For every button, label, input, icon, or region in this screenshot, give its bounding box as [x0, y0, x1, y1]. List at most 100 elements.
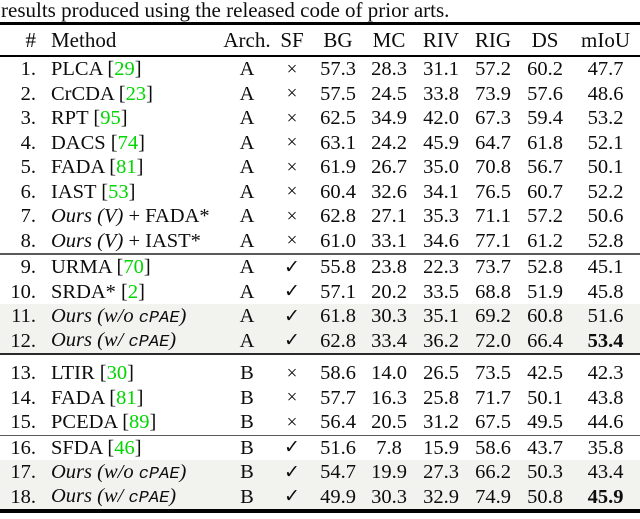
- citation-link[interactable]: 46: [114, 436, 135, 459]
- checkmark-icon: ✓: [284, 281, 300, 303]
- ds-value: 60.8: [527, 305, 563, 327]
- citation-link[interactable]: 23: [125, 82, 147, 105]
- rig-value: 73.5: [475, 362, 511, 384]
- bg-value: 62.8: [320, 205, 356, 227]
- riv-value: 35.1: [423, 305, 459, 327]
- riv-value: 34.1: [423, 180, 459, 203]
- citation-link[interactable]: 95: [100, 107, 121, 129]
- mc-value: 16.3: [371, 386, 407, 409]
- row-number: 2.: [20, 82, 36, 105]
- table-row: 8. Ours (V) + IAST* A × 61.0 33.1 34.6 7…: [0, 229, 640, 254]
- citation-link[interactable]: 70: [123, 256, 144, 278]
- cross-icon: ×: [286, 205, 298, 227]
- mc-value: 33.1: [371, 229, 407, 252]
- row-number: 15.: [10, 411, 36, 433]
- riv-value: 15.9: [423, 436, 459, 459]
- section-rule-3: [0, 434, 640, 436]
- citation-link[interactable]: 53: [108, 180, 129, 203]
- row-number: 7.: [20, 205, 36, 227]
- table-row: 1. PLCA [29] A × 57.3 28.3 31.1 57.2 60.…: [0, 57, 640, 82]
- mc-value: 23.8: [371, 256, 407, 278]
- bg-value: 61.9: [320, 156, 356, 178]
- riv-value: 45.9: [423, 131, 459, 154]
- miou-value: 45.9: [587, 485, 624, 508]
- checkmark-icon: ✓: [284, 486, 300, 508]
- miou-value: 48.6: [587, 82, 624, 105]
- bg-value: 60.4: [320, 180, 356, 203]
- citation-link[interactable]: 30: [106, 362, 128, 384]
- cross-icon: ×: [286, 83, 298, 105]
- method-text: Ours (w/o: [51, 304, 139, 327]
- method-text: PLCA [: [51, 58, 115, 80]
- mc-value: 14.0: [371, 362, 407, 384]
- row-number: 4.: [20, 131, 36, 154]
- rig-value: 67.3: [475, 107, 511, 129]
- method-text: ): [179, 304, 187, 327]
- citation-link[interactable]: 89: [129, 411, 150, 433]
- top-rule: [0, 22, 640, 25]
- ds-value: 52.8: [527, 256, 563, 278]
- mc-value: 30.3: [371, 485, 407, 508]
- col-header-sf: SF: [280, 27, 304, 52]
- riv-value: 35.3: [423, 205, 459, 227]
- method-text: PCEDA [: [51, 411, 130, 433]
- rig-value: 57.2: [475, 58, 511, 80]
- citation-link[interactable]: 2: [127, 280, 139, 303]
- cross-icon: ×: [286, 411, 298, 433]
- riv-value: 26.5: [423, 362, 459, 384]
- rig-value: 73.9: [475, 82, 511, 105]
- ds-value: 61.2: [527, 229, 563, 252]
- method-name: PCEDA [89]: [38, 412, 223, 433]
- cross-icon: ×: [286, 156, 298, 178]
- miou-value: 35.8: [587, 436, 624, 459]
- rig-value: 64.7: [475, 131, 511, 154]
- ds-value: 59.4: [527, 107, 563, 129]
- arch-value: B: [240, 485, 254, 508]
- miou-value: 52.2: [587, 180, 624, 203]
- rig-value: 77.1: [475, 229, 511, 252]
- citation-link[interactable]: 74: [117, 131, 139, 154]
- miou-value: 42.3: [587, 362, 624, 384]
- method-text: RPT [: [51, 107, 101, 129]
- ds-value: 50.1: [527, 386, 563, 409]
- arch-value: A: [239, 305, 255, 327]
- rig-value: 73.7: [475, 256, 511, 278]
- method-name: CrCDA [23]: [38, 82, 223, 105]
- table-row: 15. PCEDA [89] B × 56.4 20.5 31.2 67.5 4…: [0, 410, 640, 435]
- table-row: 4. DACS [74] A × 63.1 24.2 45.9 64.7 61.…: [0, 131, 640, 156]
- row-number: 13.: [10, 362, 36, 384]
- header-rule: [0, 55, 640, 57]
- bg-value: 63.1: [320, 131, 356, 154]
- row-number: 18.: [10, 485, 36, 508]
- arch-value: B: [240, 411, 254, 433]
- mc-value: 33.4: [371, 329, 407, 352]
- arch-value: A: [239, 229, 255, 252]
- method-text: URMA [: [51, 256, 124, 278]
- rig-value: 67.5: [475, 411, 511, 433]
- row-number: 5.: [20, 156, 36, 178]
- citation-link[interactable]: 81: [116, 386, 137, 409]
- mc-value: 20.5: [371, 411, 407, 433]
- table-row: 18. Ours (w/ cPAE) B ✓ 49.9 30.3 32.9 74…: [0, 484, 640, 509]
- method-text: ): [179, 460, 187, 483]
- citation-link[interactable]: 29: [114, 58, 135, 80]
- rig-value: 72.0: [475, 329, 511, 352]
- citation-link[interactable]: 81: [116, 156, 137, 178]
- bottom-rule: [0, 509, 640, 513]
- mc-value: 19.9: [371, 461, 407, 483]
- arch-value: B: [240, 436, 254, 459]
- method-name: Ours (w/o cPAE): [38, 306, 223, 327]
- table-row: 14. FADA [81] B × 57.7 16.3 25.8 71.7 50…: [0, 386, 640, 411]
- header-row: # Method Arch. SF BG MC RIV RIG DS mIoU: [0, 25, 640, 55]
- miou-value: 53.2: [587, 107, 624, 129]
- method-text: DACS [: [51, 131, 118, 154]
- col-header-ds: DS: [531, 27, 559, 52]
- bg-value: 49.9: [320, 485, 356, 508]
- riv-value: 31.2: [423, 411, 459, 433]
- method-text: ): [169, 329, 177, 352]
- arch-value: A: [239, 156, 255, 178]
- mc-value: 20.2: [371, 280, 407, 303]
- method-text: FADA [: [51, 386, 117, 409]
- arch-value: B: [240, 386, 254, 409]
- riv-value: 27.3: [423, 461, 459, 483]
